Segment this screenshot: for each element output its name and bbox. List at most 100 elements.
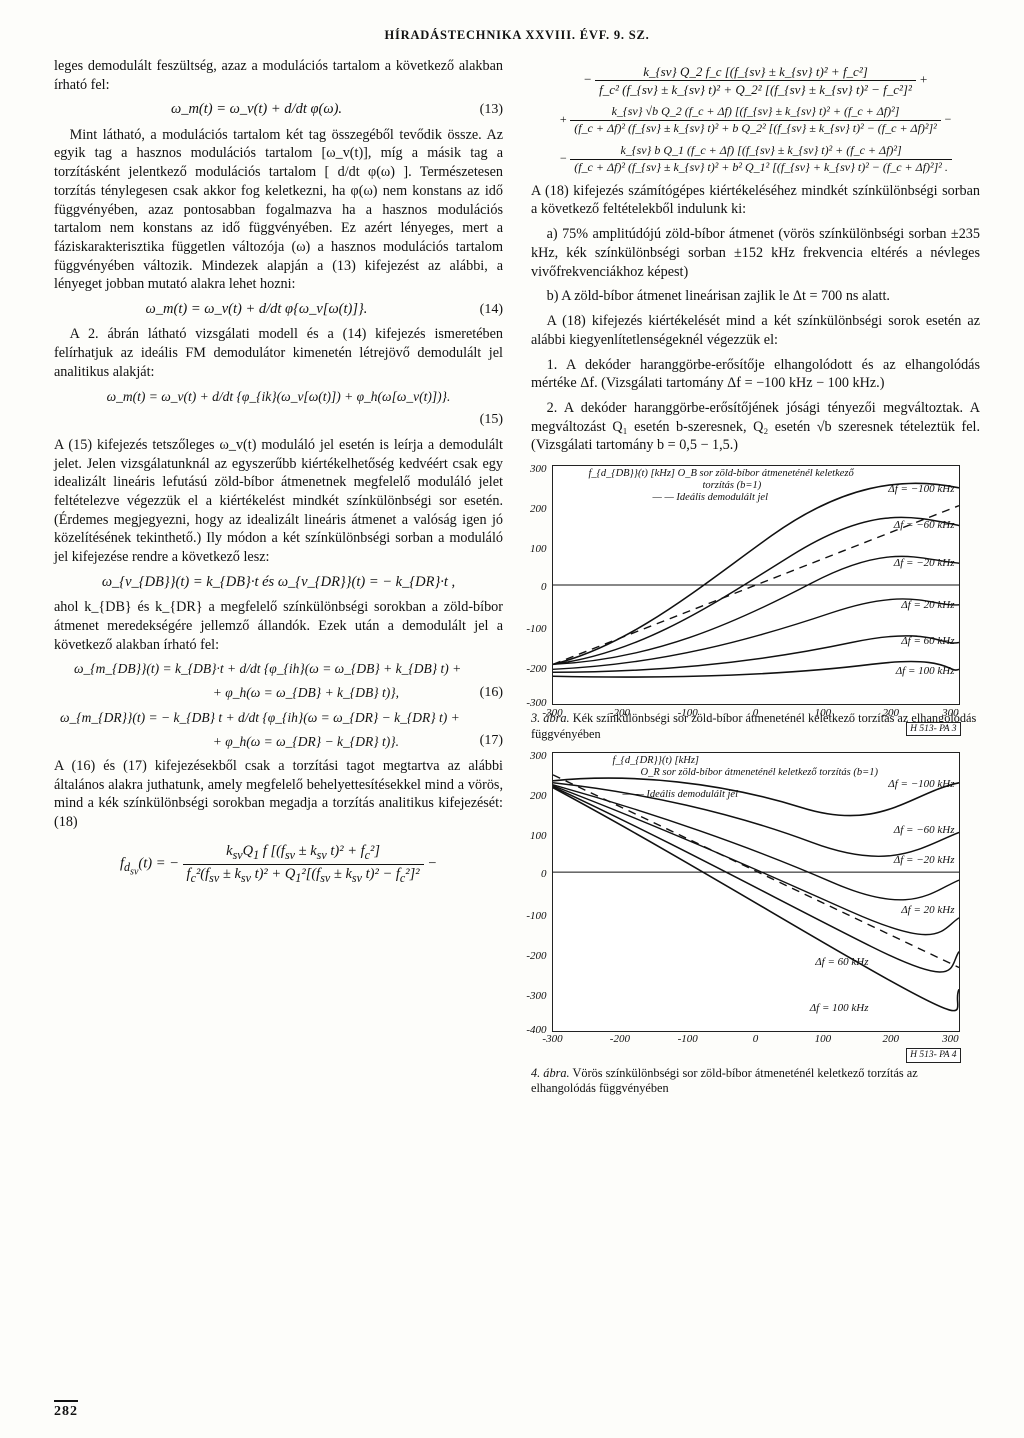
c4-yt-100: 100 (517, 829, 547, 844)
eq13: ω_m(t) = ω_v(t) + d/dt φ(ω). (54, 100, 459, 119)
c3-t1: f_{d_{DB}}(t) [kHz] O_B sor zöld-bíbor á… (589, 468, 854, 479)
c3-yt-200: 200 (517, 502, 547, 517)
eq16b-row: + φ_h(ω = ω_{DB} + k_{DB} t)}, (16) (54, 684, 503, 702)
c3-lf: Δf = 100 kHz (896, 664, 955, 679)
big-eq-3-den: (f_c + Δf)² (f_{sv} ± k_{sv} t)² + b² Q_… (570, 160, 952, 176)
c4-xt-2: -100 (668, 1032, 708, 1047)
eq16a-row: ω_{m_{DB}}(t) = k_{DB}·t + d/dt {φ_{ih}(… (54, 660, 503, 678)
c3-yt-m200: -200 (517, 662, 547, 677)
c4-ld: Δf = 20 kHz (901, 903, 954, 918)
c4-xt-4: 100 (803, 1032, 843, 1047)
left-p1: leges demodulált feszültség, azaz a modu… (54, 57, 503, 94)
c3-xt-4: 100 (803, 706, 843, 721)
left-p3: A 2. ábrán látható vizsgálati modell és … (54, 325, 503, 381)
big-eq-2-den: (f_c + Δf)² (f_{sv} ± k_{sv} t)² + b Q_2… (570, 121, 941, 137)
eq17a: ω_{m_{DR}}(t) = − k_{DB} t + d/dt {φ_{ih… (54, 709, 503, 727)
c3-yt-100: 100 (517, 542, 547, 557)
eq18-num-top: ksvQ1 f [(fsv ± ksv t)² + fc²] (183, 842, 424, 865)
c3-la: Δf = −100 kHz (888, 482, 954, 497)
fig4-caption: 4. ábra. Vörös színkülönbségi sor zöld-b… (531, 1066, 980, 1097)
c4-xt-5: 200 (871, 1032, 911, 1047)
c3-ld: Δf = 20 kHz (901, 598, 954, 613)
fig4-wrap: 300 200 100 0 -100 -200 -300 -400 -300 -… (531, 752, 980, 1032)
c4-yt-0: 0 (517, 867, 547, 882)
left-column: leges demodulált feszültség, azaz a modu… (54, 57, 503, 1107)
c3-yt-0: 0 (517, 580, 547, 595)
c4-t1: f_{d_{DR}}(t) [kHz] (613, 755, 700, 766)
big-eq-1: − k_{sv} Q_2 f_c [(f_{sv} ± k_{sv} t)² +… (531, 63, 980, 98)
eq15-num: (15) (459, 411, 503, 429)
c3-lb: Δf = −60 kHz (894, 518, 955, 533)
c3-xt-1: -200 (600, 706, 640, 721)
c4-t3: — — Ideális demodulált jel (623, 789, 739, 800)
c4-lf: Δf = 100 kHz (810, 1001, 869, 1016)
eq14: ω_m(t) = ω_v(t) + d/dt φ{ω_v[ω(t)]}. (54, 300, 459, 319)
eq17-num: (17) (459, 732, 503, 750)
c3-xt-3: 0 (736, 706, 776, 721)
fig4-caption-lead: 4. ábra. (531, 1066, 570, 1080)
c4-xt-1: -200 (600, 1032, 640, 1047)
eq14-num: (14) (459, 301, 503, 319)
c3-t2: torzítás (b=1) (703, 480, 762, 491)
c4-yt-m300: -300 (517, 989, 547, 1004)
c4-tag: H 513- PA 4 (906, 1048, 960, 1063)
left-p5: ahol k_{DB} és k_{DR} a megfelelő színkü… (54, 598, 503, 654)
c4-le: Δf = 60 kHz (815, 955, 868, 970)
eq15-num-row: (15) (54, 411, 503, 429)
c4-yt-300: 300 (517, 749, 547, 764)
c3-lc: Δf = −20 kHz (894, 556, 955, 571)
eq-pair-row: ω_{v_{DB}}(t) = k_{DB}·t és ω_{v_{DR}}(t… (54, 573, 503, 592)
big-eq-3: − k_{sv} b Q_1 (f_c + Δf) [(f_{sv} ± k_{… (531, 143, 980, 176)
right-l2: 2. A dekóder haranggörbe-erősítőjének jó… (531, 399, 980, 455)
eq17b-row: + φ_h(ω = ω_{DR} − k_{DR} t)}. (17) (54, 732, 503, 750)
c4-t2: O_R sor zöld-bíbor átmeneténél keletkező… (641, 767, 878, 778)
c3-xt-2: -100 (668, 706, 708, 721)
fig4-chart: 300 200 100 0 -100 -200 -300 -400 -300 -… (552, 752, 960, 1032)
c3-xt-0: -300 (533, 706, 573, 721)
c3-xt-5: 200 (871, 706, 911, 721)
eq18-num-bot: fc²(fsv ± ksv t)² + Q1²[(fsv ± ksv t)² −… (183, 865, 424, 887)
eq18-row: fdsv(t) = − ksvQ1 f [(fsv ± ksv t)² + fc… (54, 842, 503, 887)
c4-la: Δf = −100 kHz (888, 777, 954, 792)
right-p1: A (18) kifejezés számítógépes kiértékelé… (531, 182, 980, 219)
big-eq-2: + k_{sv} √b Q_2 (f_c + Δf) [(f_{sv} ± k_… (531, 104, 980, 137)
right-b: b) A zöld-bíbor átmenet lineárisan zajli… (531, 287, 980, 306)
c3-tag: H 513- PA 3 (906, 722, 960, 737)
fig3-chart: 300 200 100 0 -100 -200 -300 -300 -200 -… (552, 465, 960, 705)
journal-header: HÍRADÁSTECHNIKA XXVIII. ÉVF. 9. SZ. (54, 28, 980, 43)
fig4-caption-text: Vörös színkülönbségi sor zöld-bíbor átme… (531, 1066, 918, 1095)
big-eq-1-den: f_c² (f_{sv} ± k_{sv} t)² + Q_2² [(f_{sv… (595, 81, 916, 98)
eq15: ω_m(t) = ω_v(t) + d/dt {φ_{ik}(ω_v[ω(t)]… (54, 388, 503, 406)
eq18: fdsv(t) = − ksvQ1 f [(fsv ± ksv t)² + fc… (54, 842, 503, 887)
eq13-num: (13) (459, 101, 503, 119)
right-l1: 1. A dekóder haranggörbe-erősítője elhan… (531, 356, 980, 393)
c4-yt-200: 200 (517, 789, 547, 804)
page-number: 282 (54, 1400, 78, 1420)
c4-yt-m200: -200 (517, 949, 547, 964)
big-eq-2-num: k_{sv} √b Q_2 (f_c + Δf) [(f_{sv} ± k_{s… (570, 104, 941, 121)
c4-xt-0: -300 (533, 1032, 573, 1047)
eq15-row: ω_m(t) = ω_v(t) + d/dt {φ_{ik}(ω_v[ω(t)]… (54, 388, 503, 406)
eq17a-row: ω_{m_{DR}}(t) = − k_{DB} t + d/dt {φ_{ih… (54, 709, 503, 727)
c3-t3: — — Ideális demodulált jel (653, 492, 769, 503)
c4-lb: Δf = −60 kHz (894, 823, 955, 838)
c4-yt-m100: -100 (517, 909, 547, 924)
columns: leges demodulált feszültség, azaz a modu… (54, 57, 980, 1107)
eq16-num: (16) (459, 684, 503, 702)
left-p2: Mint látható, a modulációs tartalom két … (54, 126, 503, 295)
left-p4: A (15) kifejezés tetszőleges ω_v(t) modu… (54, 436, 503, 567)
eq13-row: ω_m(t) = ω_v(t) + d/dt φ(ω). (13) (54, 100, 503, 119)
big-eq-1-num: k_{sv} Q_2 f_c [(f_{sv} ± k_{sv} t)² + f… (595, 63, 916, 81)
eq14-row: ω_m(t) = ω_v(t) + d/dt φ{ω_v[ω(t)]}. (14… (54, 300, 503, 319)
fig3-wrap: 300 200 100 0 -100 -200 -300 -300 -200 -… (531, 465, 980, 705)
eq-pair: ω_{v_{DB}}(t) = k_{DB}·t és ω_{v_{DR}}(t… (54, 573, 503, 592)
c3-yt-300: 300 (517, 462, 547, 477)
c4-xt-3: 0 (736, 1032, 776, 1047)
eq16a: ω_{m_{DB}}(t) = k_{DB}·t + d/dt {φ_{ih}(… (54, 660, 503, 678)
right-p2: A (18) kifejezés kiértékelését mind a ké… (531, 312, 980, 349)
c3-yt-m100: -100 (517, 622, 547, 637)
c3-xt-6: 300 (930, 706, 970, 721)
c4-xt-6: 300 (930, 1032, 970, 1047)
big-eq-3-num: k_{sv} b Q_1 (f_c + Δf) [(f_{sv} ± k_{sv… (570, 143, 952, 160)
c4-lc: Δf = −20 kHz (894, 853, 955, 868)
